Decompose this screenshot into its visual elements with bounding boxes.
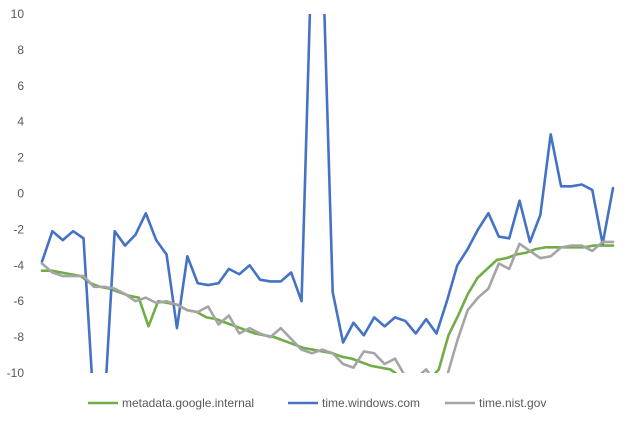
legend: metadata.google.internal time.windows.com… <box>88 396 546 410</box>
y-tick-label: -2 <box>13 222 24 236</box>
y-tick-label: 2 <box>17 151 24 165</box>
series-line-0 <box>40 244 615 373</box>
y-tick-label: -4 <box>13 258 24 272</box>
y-tick-label: 10 <box>11 7 25 21</box>
legend-label-1: time.windows.com <box>322 396 420 410</box>
legend-label-0: metadata.google.internal <box>122 396 254 410</box>
legend-item-1: time.windows.com <box>288 396 420 410</box>
y-tick-label: -10 <box>7 366 25 380</box>
y-tick-label: 8 <box>17 43 24 57</box>
y-axis: -10 -8 -6 -4 -2 0 2 4 6 8 10 <box>7 7 25 380</box>
series-group <box>40 14 615 373</box>
y-tick-label: -6 <box>13 294 24 308</box>
y-tick-label: 0 <box>17 187 24 201</box>
legend-item-2: time.nist.gov <box>445 396 546 410</box>
legend-label-2: time.nist.gov <box>479 396 546 410</box>
y-tick-label: 4 <box>17 115 24 129</box>
series-line-2 <box>40 240 615 373</box>
legend-item-0: metadata.google.internal <box>88 396 254 410</box>
y-tick-label: 6 <box>17 79 24 93</box>
series-line-1 <box>40 14 615 373</box>
y-tick-label: -8 <box>13 330 24 344</box>
